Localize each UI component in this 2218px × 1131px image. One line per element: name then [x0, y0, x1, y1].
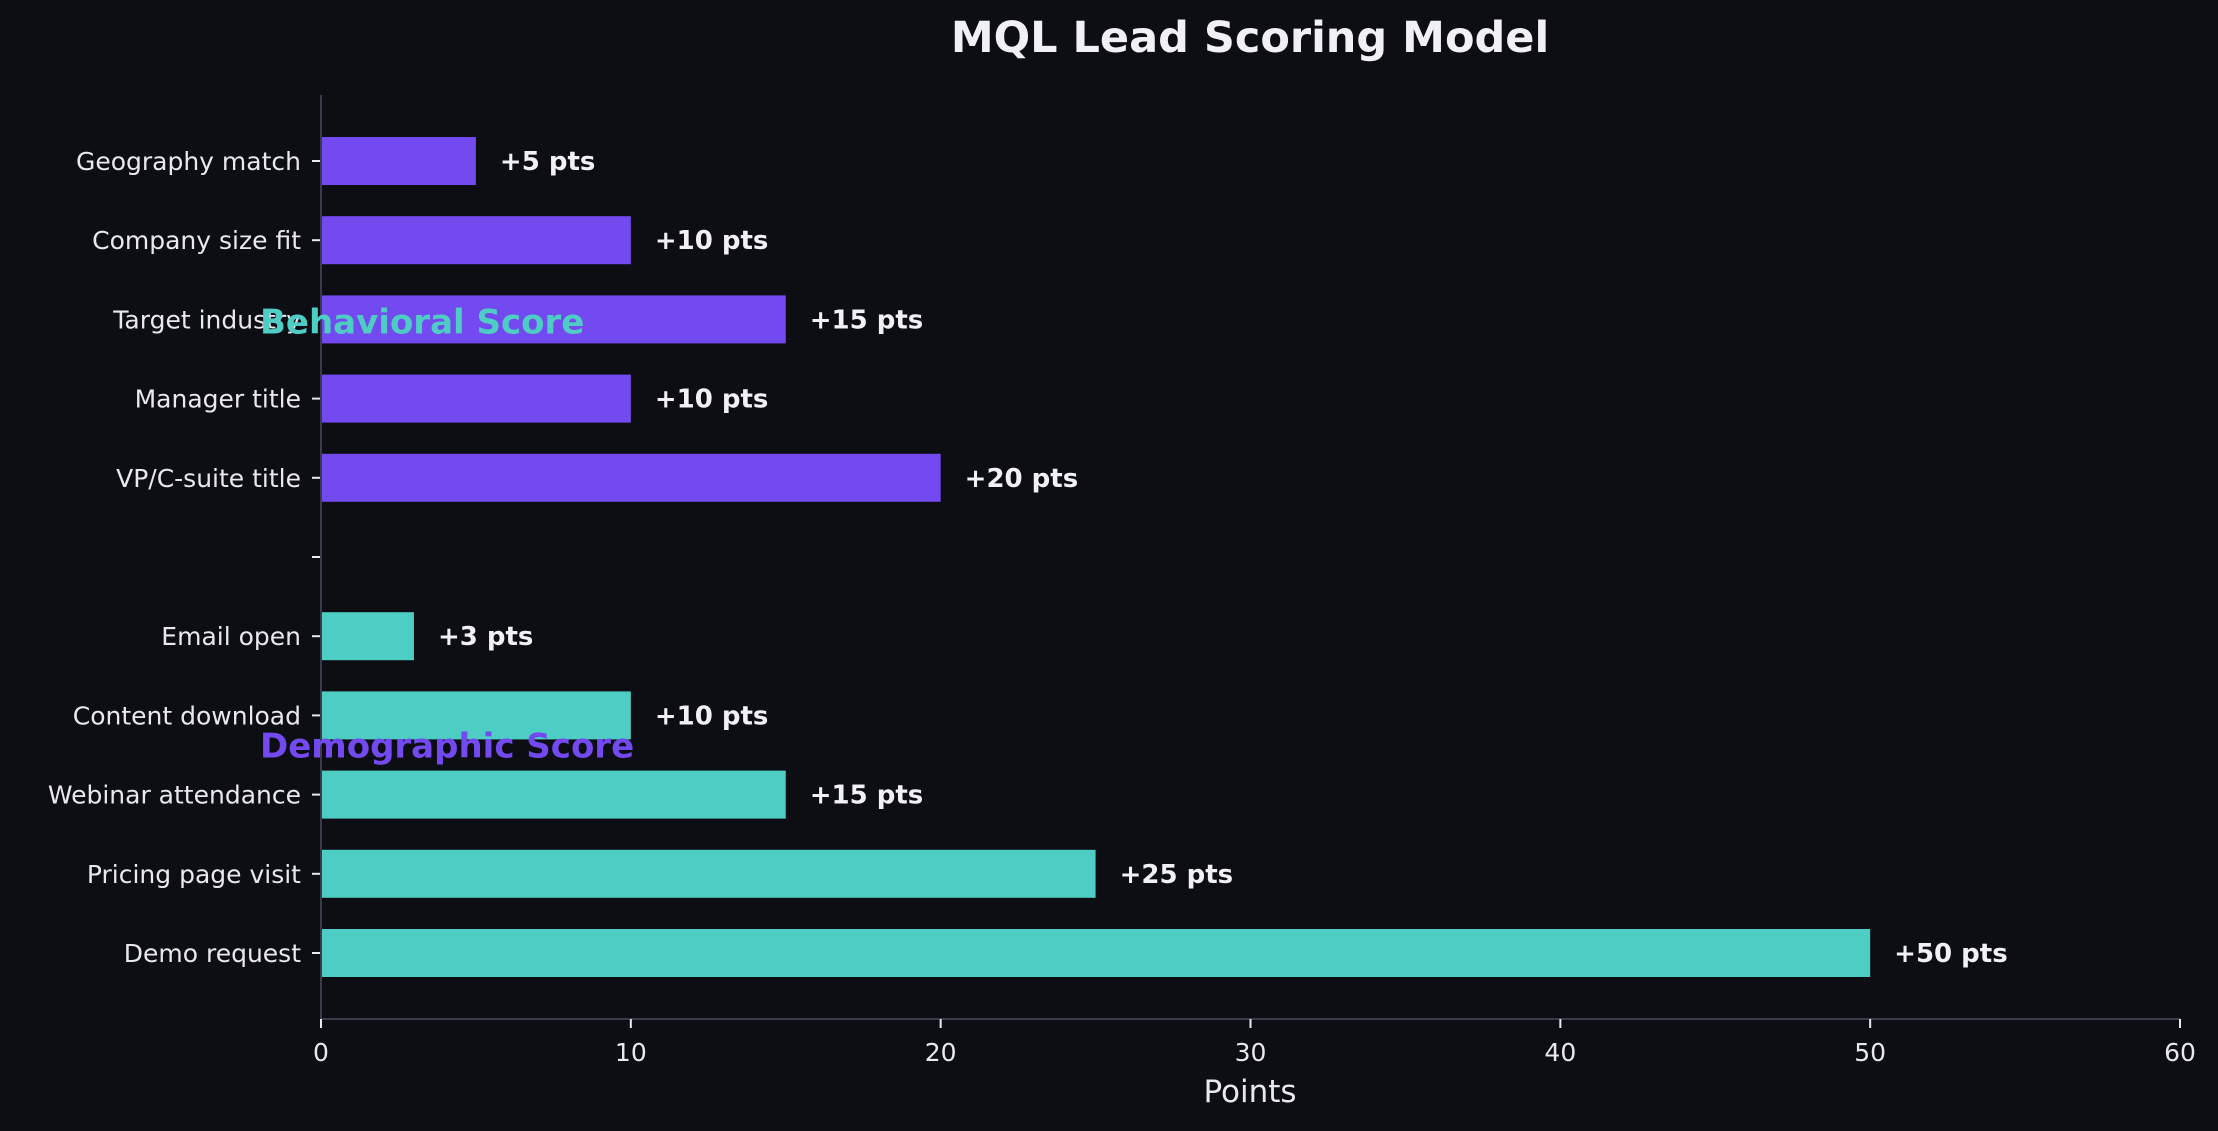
y-tick-label: Target industry — [112, 305, 301, 334]
x-tick-label: 50 — [1854, 1038, 1886, 1067]
chart-title: MQL Lead Scoring Model — [951, 13, 1549, 63]
x-tick-label: 10 — [615, 1038, 647, 1067]
y-tick-label: Demo request — [124, 939, 301, 968]
bar-value-label: +3 pts — [438, 622, 533, 652]
bar-value-label: +50 pts — [1894, 939, 2008, 969]
bar — [321, 691, 631, 740]
y-tick-label: Email open — [161, 622, 301, 651]
x-tick-label: 30 — [1235, 1038, 1267, 1067]
annotation-label: Demographic Score — [260, 726, 634, 766]
y-tick-label: Manager title — [135, 385, 301, 414]
bar — [321, 849, 1096, 898]
bar — [321, 612, 414, 661]
x-tick-label: 40 — [1544, 1038, 1576, 1067]
y-tick-label: Company size fit — [92, 226, 301, 255]
bar-value-label: +15 pts — [810, 781, 924, 811]
y-tick-label: Webinar attendance — [48, 781, 301, 810]
bar-value-label: +20 pts — [965, 464, 1079, 494]
bar — [321, 929, 1871, 977]
bar-value-label: +15 pts — [810, 305, 924, 335]
bar-value-label: +10 pts — [655, 385, 769, 415]
x-tick-label: 20 — [925, 1038, 957, 1067]
y-tick-label: VP/C-suite title — [116, 464, 301, 493]
bar-value-label: +10 pts — [655, 701, 769, 731]
bar — [321, 295, 786, 344]
bar-value-label: +10 pts — [655, 226, 769, 256]
annotation-label: Behavioral Score — [260, 302, 584, 342]
bar — [321, 216, 631, 265]
bar-value-label: +5 pts — [500, 147, 595, 177]
bar — [321, 770, 786, 819]
bar — [321, 374, 631, 423]
x-tick-label: 0 — [313, 1038, 329, 1067]
bar — [321, 137, 476, 185]
bar-value-label: +25 pts — [1120, 860, 1234, 890]
y-tick-label: Geography match — [76, 147, 301, 176]
y-tick-label: Content download — [73, 701, 301, 730]
bar — [321, 453, 941, 502]
x-tick-label: 60 — [2164, 1038, 2196, 1067]
y-tick-label: Pricing page visit — [87, 860, 301, 889]
x-axis-label: Points — [1203, 1074, 1296, 1110]
